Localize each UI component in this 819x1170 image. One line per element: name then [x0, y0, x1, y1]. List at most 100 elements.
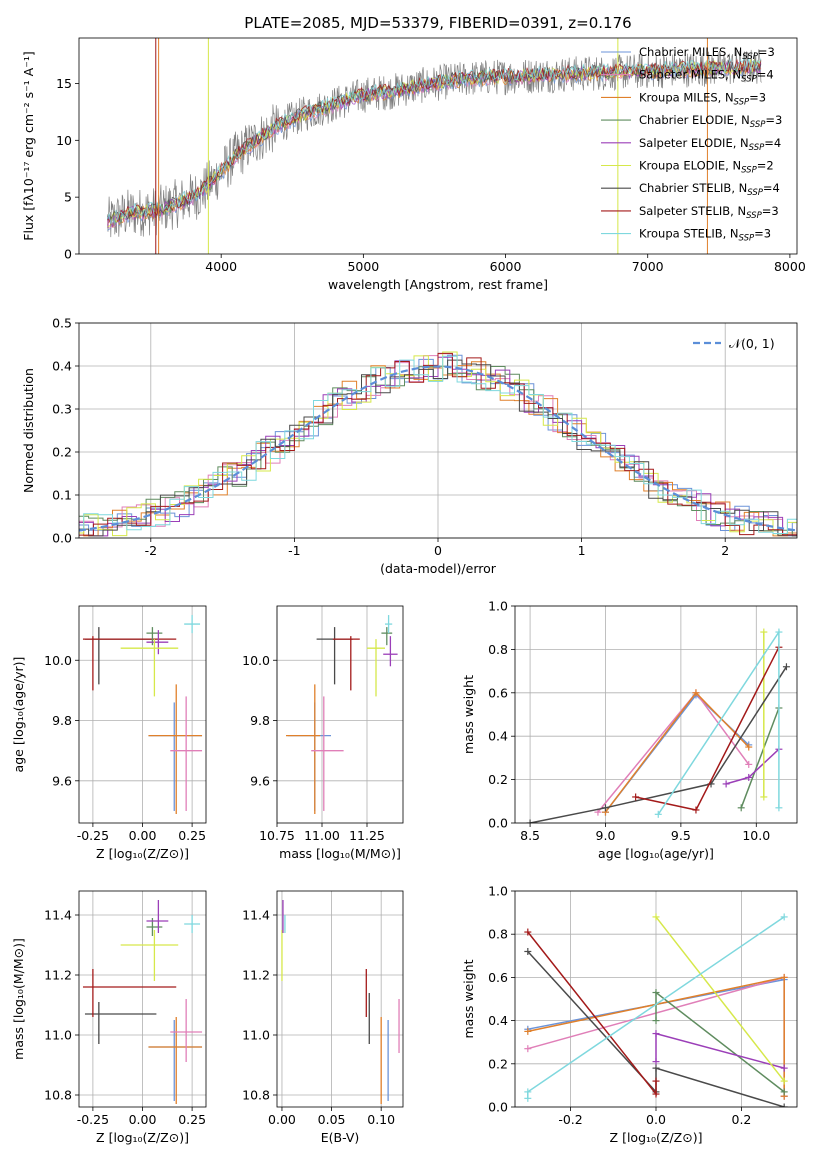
axes-border — [276, 890, 404, 1108]
plot-area — [107, 38, 762, 254]
y-tick-label: 0.0 — [52, 531, 72, 546]
x-tick-label: -0.25 — [77, 828, 109, 843]
x-tick-label: -0.2 — [558, 1112, 582, 1127]
x-tick-label: -2 — [145, 543, 157, 558]
y-tick-label: 10.8 — [242, 1088, 270, 1103]
axes-border — [514, 605, 798, 824]
weight-series-line — [657, 629, 780, 815]
y-tick-label: 0.4 — [488, 729, 508, 744]
weight-point-marker — [745, 773, 753, 781]
weight-point-marker — [692, 689, 700, 697]
mass-weight-vs-metallicity-plot: -0.2 0.0 0.2 0.0 0.2 0.4 0.6 0.8 1.0 Z [log₁₀(Z/Z… — [461, 884, 798, 1145]
x-tick-label: 5000 — [347, 259, 379, 274]
legend-label-sub: SSP — [746, 211, 762, 221]
axes-frame: 8.5 9.0 9.5 10.0 0.0 0.2 0.4 0.6 0.8 1.0 age [log₁… — [461, 599, 798, 861]
axes-frame: -0.25 0.00 0.25 9.6 9.8 10.0 Z [log₁₀(Z/Z⊙)] ag… — [11, 605, 207, 861]
legend-label: Salpeter ELODIE, NSSP=4 — [639, 136, 781, 153]
y-tick-label: 0.2 — [488, 772, 508, 787]
x-tick-label: -1 — [288, 543, 300, 558]
errorbar-point — [184, 615, 201, 634]
x-tick-label: 0.00 — [268, 1112, 296, 1127]
y-tick-label: 0.0 — [488, 816, 508, 831]
weight-point-marker — [760, 628, 768, 636]
errorbar-point — [148, 702, 203, 811]
weight-point-marker — [722, 780, 730, 788]
weight-point-marker — [654, 810, 662, 818]
legend-label-main: Salpeter MILES, N — [639, 68, 741, 82]
x-tick-label: 0.05 — [318, 1112, 346, 1127]
weight-point-marker — [524, 947, 532, 955]
weight-point-marker — [652, 1017, 660, 1025]
plot-area — [526, 628, 790, 823]
legend-label-sub: SSP — [734, 97, 750, 107]
weight-point-marker — [652, 1058, 660, 1066]
weight-point-marker — [745, 743, 753, 751]
x-tick-label: 9.0 — [596, 828, 616, 843]
x-axis-label: E(B-V) — [321, 1130, 360, 1145]
axes-frame: -0.25 0.00 0.25 10.8 11.0 11.2 11.4 Z [log₁₀(Z/… — [11, 890, 207, 1145]
errorbar-point — [82, 969, 177, 1017]
weight-point-marker — [780, 1103, 788, 1107]
x-axis-label: wavelength [Angstrom, rest frame] — [328, 277, 548, 292]
histogram-steps — [79, 359, 797, 537]
y-tick-label: 11.2 — [242, 968, 270, 983]
y-tick-label: 5 — [64, 190, 72, 205]
age-vs-mass-plot: 10.75 11.00 11.25 9.6 9.8 10.0 mass [log₁₀(M/M… — [242, 605, 404, 861]
legend-label: Chabrier STELIB, NSSP=4 — [639, 181, 780, 198]
legend-label-n: =3 — [765, 113, 782, 127]
plot-area — [281, 900, 400, 1104]
y-tick-label: 10.8 — [44, 1088, 72, 1103]
errorbar-point — [367, 639, 385, 697]
legend-label-main: Chabrier STELIB, N — [639, 181, 747, 195]
weight-point-marker — [601, 804, 609, 812]
y-tick-label: 10.0 — [44, 653, 72, 668]
weight-point-marker — [780, 1088, 788, 1096]
weight-point-marker — [652, 1064, 660, 1072]
y-tick-label: 0.2 — [52, 445, 72, 460]
x-axis-label: mass [log₁₀(M/M⊙)] — [279, 846, 401, 861]
weight-point-marker — [737, 804, 745, 812]
weight-point-marker — [775, 804, 783, 812]
residual-histogram-plot: -2 -1 0 1 2 0.0 0.1 0.2 0.3 0.4 0.5 (data-model)/er… — [21, 316, 798, 576]
y-tick-label: 1.0 — [488, 884, 508, 899]
weight-point-marker — [652, 1077, 660, 1085]
weight-point-marker — [780, 973, 788, 981]
y-tick-label: 11.2 — [44, 968, 72, 983]
weight-series-line — [604, 693, 750, 813]
histogram-steps — [79, 355, 797, 534]
x-tick-label: 10.75 — [259, 828, 295, 843]
gaussian-curve — [79, 365, 797, 532]
legend-label-sub: SSP — [742, 52, 758, 62]
weight-point-marker — [652, 913, 660, 921]
y-tick-label: 11.0 — [242, 1028, 270, 1043]
legend-label-main: Chabrier MILES, N — [639, 45, 742, 59]
x-tick-label: -0.25 — [77, 1112, 109, 1127]
x-tick-label: 11.00 — [304, 828, 340, 843]
y-tick-label: 0.3 — [52, 402, 72, 417]
weight-series-line — [529, 666, 788, 823]
errorbar-point — [84, 1002, 157, 1044]
legend-label-sub: SSP — [741, 75, 757, 85]
x-axis-label: age [log₁₀(age/yr)] — [598, 846, 714, 861]
x-axis-label: (data-model)/error — [380, 561, 497, 576]
y-axis-label: Flux [fλ10⁻¹⁷ erg cm⁻² s⁻¹ A⁻¹] — [21, 51, 36, 240]
errorbar-point — [170, 696, 203, 811]
weight-series-line — [655, 1032, 785, 1069]
y-axis-label: age [log₁₀(age/yr)] — [11, 657, 26, 773]
y-tick-label: 0.8 — [488, 642, 508, 657]
y-tick-label: 0.1 — [52, 488, 72, 503]
y-axis-label: Normed distribution — [21, 368, 36, 493]
x-tick-label: 0 — [434, 543, 442, 558]
weight-series-line — [635, 646, 780, 811]
y-axis-label: mass weight — [461, 675, 476, 754]
y-tick-label: 10 — [56, 133, 72, 148]
legend-label: Kroupa ELODIE, NSSP=2 — [639, 159, 774, 176]
errorbar-point — [82, 636, 177, 691]
weight-series-line — [655, 990, 785, 1093]
y-tick-label: 0.0 — [488, 1100, 508, 1115]
x-tick-label: 10.0 — [742, 828, 770, 843]
legend-label: Salpeter STELIB, NSSP=3 — [639, 204, 779, 221]
legend-label-sub: SSP — [749, 143, 765, 153]
weight-point-marker — [780, 1064, 788, 1072]
